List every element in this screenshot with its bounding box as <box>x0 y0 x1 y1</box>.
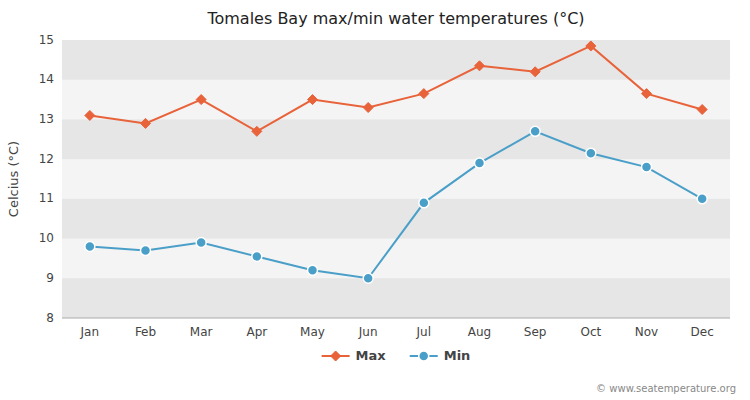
marker <box>141 118 151 128</box>
marker <box>85 242 95 252</box>
marker <box>141 245 151 255</box>
legend-item: Max <box>322 348 387 363</box>
line <box>90 46 702 131</box>
marker <box>308 95 318 105</box>
marker <box>642 162 652 172</box>
plot-background <box>62 40 730 318</box>
y-tick-label: 12 <box>39 152 54 166</box>
marker <box>586 41 596 51</box>
marker <box>475 158 485 168</box>
series <box>85 126 707 283</box>
y-axis: 8 9 10 11 12 13 14 15 <box>39 33 54 325</box>
title: Tomales Bay max/min water temperatures (… <box>206 9 584 28</box>
y-tick-label: 11 <box>39 191 54 205</box>
x-tick-label: Jan <box>80 325 100 339</box>
marker <box>697 105 707 115</box>
annotation: © www.seatemperature.org <box>596 383 736 394</box>
marker <box>475 61 485 71</box>
marker <box>252 126 262 136</box>
marker <box>331 351 341 361</box>
y-tick-label: 9 <box>46 271 54 285</box>
y-tick-label: 14 <box>39 72 54 86</box>
series-group <box>85 41 707 283</box>
marker <box>530 67 540 77</box>
marker <box>586 148 596 158</box>
band <box>62 119 730 159</box>
legend-item: Min <box>410 348 471 363</box>
x-tick-label: Aug <box>468 325 491 339</box>
x-tick-label: May <box>300 325 325 339</box>
y-axis-title: Celcius (°C) <box>6 141 21 217</box>
x-axis-line <box>62 318 730 319</box>
marker <box>252 251 262 261</box>
marker <box>363 273 373 283</box>
legend: Max Min <box>322 348 471 363</box>
band <box>62 40 730 80</box>
legend-label: Max <box>356 348 387 363</box>
marker <box>419 89 429 99</box>
marker <box>363 103 373 113</box>
series <box>85 41 707 136</box>
bands <box>62 40 730 318</box>
x-tick-label: Dec <box>691 325 714 339</box>
x-tick-label: Sep <box>524 325 547 339</box>
marker <box>196 95 206 105</box>
marker <box>697 194 707 204</box>
chart: 8 9 10 11 12 13 14 15 Jan Feb Mar Apr May Jun Jul Aug Se… <box>0 0 750 400</box>
marker <box>419 198 429 208</box>
x-tick-label: Mar <box>190 325 213 339</box>
line <box>90 131 702 278</box>
band <box>62 199 730 239</box>
marker <box>530 126 540 136</box>
x-tick-label: Jul <box>416 325 431 339</box>
legend-label: Min <box>444 348 471 363</box>
y-tick-label: 8 <box>46 311 54 325</box>
background <box>0 0 750 400</box>
marker <box>196 238 206 248</box>
x-tick-label: Jun <box>358 325 378 339</box>
y-tick-label: 15 <box>39 33 54 47</box>
marker <box>308 265 318 275</box>
y-tick-label: 10 <box>39 231 54 245</box>
x-tick-label: Nov <box>635 325 658 339</box>
x-tick-label: Feb <box>135 325 156 339</box>
x-axis: Jan Feb Mar Apr May Jun Jul Aug Sep Oct Nov Dec <box>62 318 730 339</box>
x-tick-label: Apr <box>246 325 267 339</box>
marker <box>85 110 95 120</box>
x-tick-label: Oct <box>580 325 601 339</box>
marker <box>642 89 652 99</box>
y-tick-label: 13 <box>39 112 54 126</box>
band <box>62 278 730 318</box>
marker <box>419 351 429 361</box>
